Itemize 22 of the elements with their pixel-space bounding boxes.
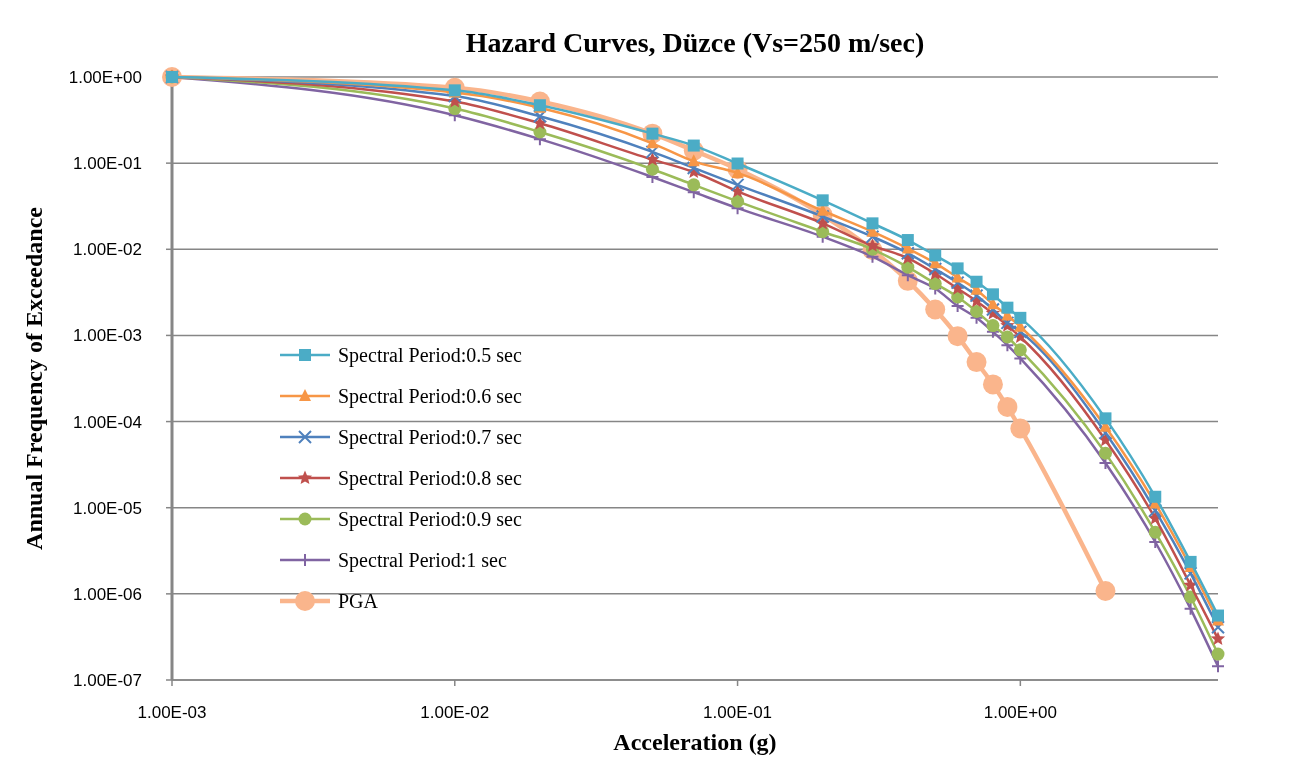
y-tick-label: 1.00E-01: [73, 154, 142, 174]
y-tick-label: 1.00E+00: [68, 67, 142, 87]
legend-label: Spectral Period:0.7 sec: [338, 426, 522, 449]
x-tick-label: 1.00E-02: [420, 703, 490, 722]
legend-label: Spectral Period:0.6 sec: [338, 385, 522, 408]
x-tick-label: 1.00E-03: [137, 703, 207, 722]
legend-label: Spectral Period:0.8 sec: [338, 467, 522, 490]
y-tick-label: 1.00E-02: [73, 240, 142, 260]
y-axis-title: Annual Frequency of Exceedance: [21, 206, 47, 550]
chart-title: Hazard Curves, Düzce (Vs=250 m/sec): [465, 27, 925, 58]
x-axis-title: Acceleration (g): [613, 729, 777, 755]
legend-label: PGA: [338, 590, 379, 612]
y-tick-label: 1.00E-07: [73, 670, 142, 690]
y-tick-label: 1.00E-05: [73, 498, 142, 518]
x-tick-label: 1.00E-01: [703, 703, 773, 722]
y-tick-label: 1.00E-03: [73, 326, 142, 346]
x-tick-label: 1.00E+00: [983, 703, 1057, 722]
legend-label: Spectral Period:0.9 sec: [338, 508, 522, 531]
legend-label: Spectral Period:1 sec: [338, 549, 507, 572]
y-tick-label: 1.00E-06: [73, 584, 142, 604]
y-tick-label: 1.00E-04: [73, 412, 142, 432]
legend-label: Spectral Period:0.5 sec: [338, 344, 522, 367]
